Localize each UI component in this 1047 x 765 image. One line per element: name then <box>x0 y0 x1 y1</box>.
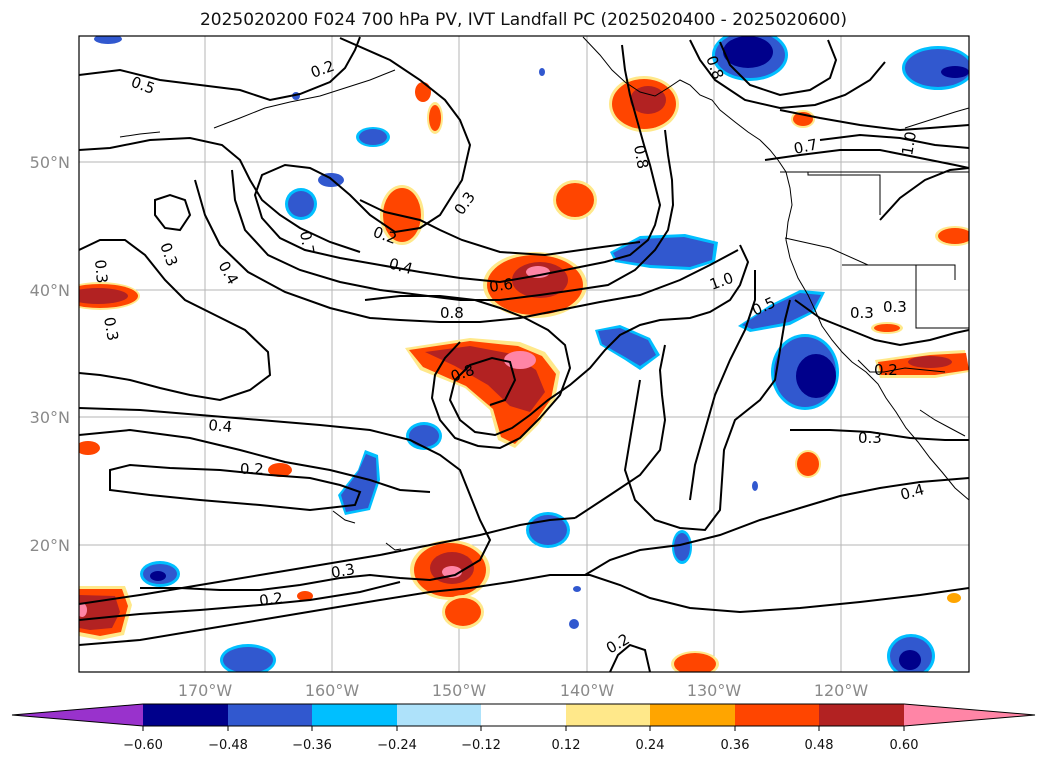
colorbar-tick-label: −0.60 <box>123 738 163 753</box>
pv-contours <box>79 36 969 672</box>
contour-label: 0.6 <box>488 275 514 296</box>
colorbar-segment <box>12 704 143 726</box>
latitude-labels: 50°N 40°N 30°N 20°N <box>30 153 70 555</box>
colorbar-segment <box>904 704 1035 726</box>
colorbar-segment <box>228 704 312 726</box>
contour-label: 0.8 <box>440 304 464 322</box>
contour-label: 0.3 <box>330 560 357 582</box>
colorbar: −0.60 −0.48 −0.36 −0.24 −0.12 0.12 0.24 … <box>11 703 1036 753</box>
map-title: 2025020200 F024 700 hPa PV, IVT Landfall… <box>199 10 847 30</box>
lon-label: 120°W <box>814 681 869 700</box>
negative-anomaly-field <box>94 36 969 672</box>
contour-label: 0.2 <box>258 589 284 610</box>
lon-label: 170°W <box>178 681 233 700</box>
contour-label: 0.2 <box>240 460 264 478</box>
colorbar-tick-label: 0.60 <box>890 738 919 753</box>
contour-label: 0.3 <box>91 259 111 284</box>
map-frame <box>78 35 970 673</box>
colorbar-segment <box>650 704 735 726</box>
contour-label: 0.4 <box>898 480 926 504</box>
map-plot-area: 0.5 0.2 0.7 0.3 0.4 0.2 0.3 0.4 0.6 0.8 … <box>79 36 969 672</box>
colorbar-segment <box>143 704 228 726</box>
contour-label: 0.3 <box>100 316 122 343</box>
colorbar-tick-label: 0.48 <box>805 738 834 753</box>
colorbar-segment <box>735 704 819 726</box>
lat-label: 20°N <box>30 536 70 555</box>
colorbar-segment <box>312 704 397 726</box>
colorbar-tick-label: 0.12 <box>552 738 581 753</box>
colorbar-tick-label: −0.36 <box>292 738 332 753</box>
lon-label: 140°W <box>560 681 615 700</box>
lat-label: 40°N <box>30 281 70 300</box>
lon-label: 160°W <box>305 681 360 700</box>
colorbar-segment <box>566 704 650 726</box>
colorbar-segment <box>819 704 904 726</box>
contour-label: 0.7 <box>296 230 318 257</box>
colorbar-tick-label: −0.24 <box>377 738 417 753</box>
colorbar-tick-label: 0.24 <box>636 738 665 753</box>
contour-label: 0.3 <box>883 298 907 316</box>
contour-label: 0.7 <box>792 135 819 158</box>
colorbar-segment <box>481 704 566 726</box>
lat-label: 50°N <box>30 153 70 172</box>
colorbar-tick-label: −0.12 <box>461 738 501 753</box>
contour-label: 0.4 <box>387 254 415 278</box>
lon-label: 130°W <box>687 681 742 700</box>
coastlines <box>119 36 969 551</box>
contour-label: 0.2 <box>874 361 898 379</box>
contour-label: 1.0 <box>898 130 920 157</box>
colorbar-ticks <box>142 726 905 731</box>
longitude-labels: 170°W 160°W 150°W 140°W 130°W 120°W <box>178 681 869 700</box>
contour-label: 0.4 <box>208 416 233 436</box>
contour-label: 0.3 <box>850 304 874 322</box>
colorbar-segment <box>397 704 481 726</box>
contour-label: 0.8 <box>630 144 652 171</box>
contour-label: 0.3 <box>858 429 882 447</box>
lon-label: 150°W <box>432 681 487 700</box>
colorbar-tick-label: −0.48 <box>208 738 248 753</box>
pc-anomaly-fields <box>79 36 969 672</box>
positive-anomaly-field <box>79 76 969 672</box>
colorbar-tick-label: 0.36 <box>721 738 750 753</box>
lat-label: 30°N <box>30 408 70 427</box>
